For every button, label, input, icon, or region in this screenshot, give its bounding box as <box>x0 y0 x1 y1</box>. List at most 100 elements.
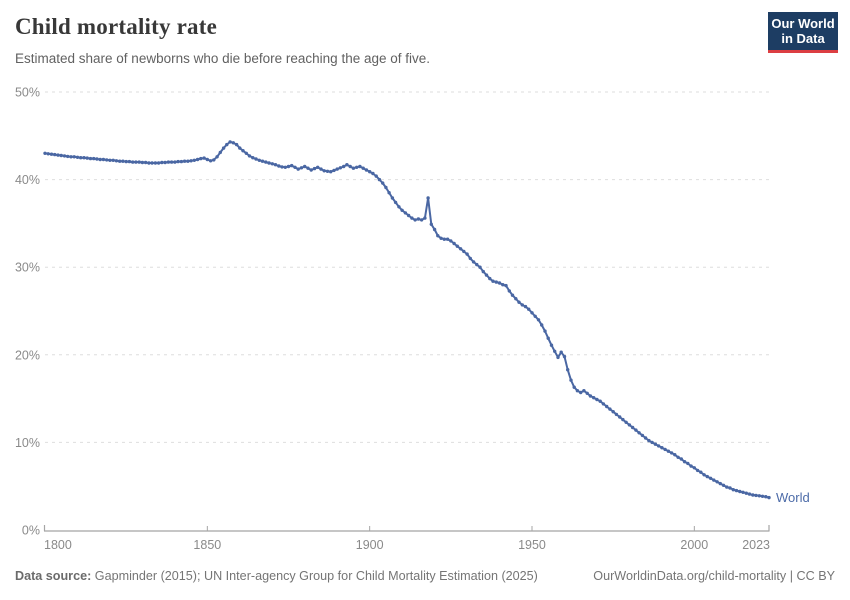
data-point-marker <box>273 163 278 167</box>
owid-url-license[interactable]: OurWorldinData.org/child-mortality | CC … <box>593 569 835 583</box>
data-point-marker <box>712 478 716 482</box>
owid-logo[interactable]: Our World in Data <box>768 12 838 53</box>
data-point-marker <box>442 237 446 241</box>
data-point-marker <box>150 161 154 165</box>
data-point-marker <box>114 159 119 163</box>
data-point-marker <box>406 213 411 218</box>
data-point-marker <box>140 160 145 165</box>
data-point-marker <box>270 162 274 166</box>
data-point-marker <box>439 236 443 240</box>
data-point-marker <box>647 438 651 443</box>
data-point-marker <box>303 164 307 169</box>
data-point-marker <box>637 431 641 435</box>
data-point-marker <box>325 169 330 173</box>
data-point-marker <box>131 160 135 164</box>
data-point-marker <box>264 160 268 164</box>
data-point-marker <box>598 399 602 403</box>
data-point-marker <box>121 159 125 163</box>
data-point-marker <box>679 457 683 461</box>
data-point-marker <box>445 237 450 241</box>
data-point-marker <box>592 396 596 400</box>
data-point-marker <box>397 205 401 209</box>
data-point-marker <box>319 167 323 171</box>
data-point-marker <box>374 174 378 178</box>
data-point-marker <box>101 157 106 162</box>
data-point-marker <box>66 154 70 159</box>
data-point-marker <box>462 249 466 254</box>
data-point-marker <box>251 156 255 160</box>
data-point-marker <box>504 283 508 288</box>
data-point-marker <box>205 157 209 162</box>
data-point-marker <box>608 407 612 411</box>
data-point-marker <box>416 217 421 221</box>
data-point-marker <box>95 157 99 161</box>
data-point-marker <box>449 239 453 243</box>
data-point-marker <box>280 165 284 169</box>
data-point-marker <box>153 161 158 165</box>
data-point-marker <box>650 440 654 445</box>
data-point-marker <box>471 260 476 264</box>
data-point-marker <box>124 159 128 164</box>
data-point-marker <box>403 211 408 215</box>
data-point-marker <box>494 280 498 284</box>
data-point-marker <box>510 293 515 297</box>
x-axis-tick-label: 1950 <box>518 538 546 552</box>
data-point-marker <box>695 468 700 473</box>
world-series-line[interactable] <box>44 140 770 499</box>
data-point-marker <box>345 163 349 167</box>
data-point-marker <box>169 160 174 164</box>
data-point-marker <box>238 146 242 150</box>
data-point-marker <box>682 460 687 464</box>
data-point-marker <box>543 329 547 333</box>
data-point-marker <box>393 200 398 205</box>
data-point-marker <box>468 256 472 261</box>
x-axis-tick-label: 1850 <box>193 538 221 552</box>
data-point-marker <box>507 289 511 293</box>
data-point-marker <box>348 164 352 169</box>
data-point-marker <box>186 159 190 163</box>
data-point-marker <box>267 161 271 165</box>
data-point-marker <box>244 151 248 155</box>
data-point-marker <box>497 281 502 285</box>
data-point-marker <box>118 159 122 163</box>
data-point-marker <box>192 158 196 162</box>
data-point-marker <box>368 170 372 174</box>
data-point-marker <box>234 142 239 147</box>
data-point-marker <box>208 159 213 163</box>
data-point-marker <box>725 485 729 489</box>
data-point-marker <box>182 159 187 163</box>
data-point-marker <box>488 276 492 281</box>
data-point-marker <box>523 304 528 309</box>
data-point-marker <box>202 156 206 160</box>
data-point-marker <box>734 488 739 493</box>
data-point-marker <box>520 303 524 307</box>
data-point-marker <box>618 415 622 419</box>
data-point-marker <box>605 404 609 409</box>
data-point-marker <box>514 297 518 301</box>
data-point-marker <box>705 474 709 479</box>
data-point-marker <box>286 164 291 169</box>
data-point-marker <box>218 150 222 155</box>
data-point-marker <box>614 412 619 417</box>
data-point-marker <box>163 160 167 165</box>
data-point-marker <box>572 385 576 389</box>
data-point-marker <box>686 461 690 466</box>
data-point-marker <box>92 156 96 161</box>
data-point-marker <box>660 446 664 450</box>
data-point-marker <box>79 156 83 160</box>
data-point-marker <box>160 160 164 165</box>
data-point-marker <box>575 389 580 393</box>
data-point-marker <box>601 402 606 406</box>
x-axis-tick-label: 2023 <box>742 538 770 552</box>
data-point-marker <box>429 222 433 226</box>
data-point-marker <box>546 336 550 340</box>
data-point-marker <box>611 410 615 414</box>
data-point-marker <box>562 354 567 359</box>
y-axis-tick-label: 20% <box>15 348 40 362</box>
data-point-marker <box>322 169 326 173</box>
data-point-marker <box>358 164 362 169</box>
data-point-marker <box>241 149 245 153</box>
data-point-marker <box>247 154 252 158</box>
chart-subtitle: Estimated share of newborns who die befo… <box>15 51 430 66</box>
